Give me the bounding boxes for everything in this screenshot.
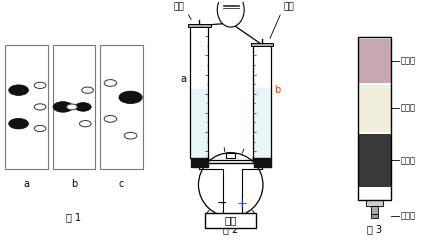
Circle shape: [75, 103, 91, 111]
Circle shape: [104, 115, 117, 122]
Ellipse shape: [198, 153, 263, 217]
Bar: [226, 153, 235, 158]
Bar: [188, 24, 211, 27]
Bar: [371, 206, 378, 214]
Text: +: +: [237, 197, 247, 210]
Text: 石英沙: 石英沙: [401, 104, 415, 113]
Circle shape: [119, 91, 142, 104]
Text: 活塞: 活塞: [174, 2, 185, 11]
Circle shape: [34, 125, 46, 132]
Text: 活塞: 活塞: [284, 2, 294, 11]
Circle shape: [34, 82, 46, 88]
Bar: [366, 200, 383, 206]
Text: a: a: [180, 74, 186, 84]
Circle shape: [34, 104, 46, 110]
Circle shape: [125, 132, 137, 139]
Text: 活性炭: 活性炭: [401, 156, 415, 165]
FancyBboxPatch shape: [205, 213, 256, 228]
Text: b: b: [275, 85, 281, 95]
Bar: [53, 45, 95, 169]
Text: c: c: [119, 179, 124, 188]
Bar: [100, 45, 143, 169]
Circle shape: [82, 87, 93, 93]
Text: 图 3: 图 3: [367, 224, 382, 234]
Text: a: a: [24, 179, 30, 188]
Circle shape: [80, 120, 91, 127]
Text: 小卵石: 小卵石: [401, 57, 415, 66]
Text: 电源: 电源: [224, 215, 237, 225]
Bar: [358, 85, 391, 132]
Text: 图 2: 图 2: [223, 224, 238, 234]
Text: b: b: [71, 179, 77, 188]
Text: 图 1: 图 1: [66, 212, 82, 222]
Bar: [358, 38, 391, 200]
Ellipse shape: [217, 0, 244, 27]
Circle shape: [9, 118, 29, 129]
Circle shape: [66, 104, 77, 110]
Circle shape: [104, 80, 117, 86]
Bar: [251, 43, 273, 46]
Text: −: −: [216, 197, 227, 210]
Circle shape: [9, 85, 29, 95]
Circle shape: [53, 102, 73, 112]
Bar: [371, 214, 378, 218]
Bar: [358, 39, 391, 83]
Bar: [358, 134, 391, 187]
Bar: [5, 45, 48, 169]
Text: 膨松棉: 膨松棉: [401, 212, 415, 221]
